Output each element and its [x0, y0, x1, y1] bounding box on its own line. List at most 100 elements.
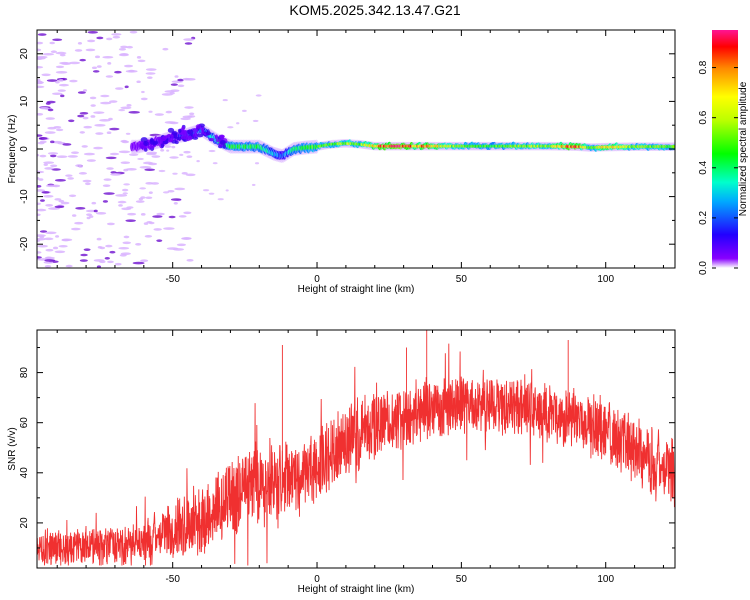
spectrogram-noise-cell — [43, 161, 55, 164]
spectrogram-noise-cell — [104, 257, 110, 260]
spectrogram-noise-cell — [153, 228, 162, 231]
ridge-cluster-cell — [208, 137, 215, 142]
spectrogram-noise-cell — [186, 155, 193, 159]
spectrogram-noise-cell — [139, 187, 147, 190]
spectrogram-noise-cell — [95, 211, 107, 215]
spectrogram-noise-cell — [55, 80, 60, 84]
spectrogram-noise-cell — [114, 262, 122, 266]
spectrogram-noise-cell — [37, 153, 40, 157]
spectrogram-noise-cell — [103, 178, 112, 181]
spectrogram-noise-cell — [99, 260, 106, 264]
spectrogram-noise-cell — [172, 172, 178, 175]
spectrogram-noise-cell — [45, 204, 54, 207]
y-tick-label: 10 — [19, 95, 30, 107]
spectrogram-noise-cell — [112, 35, 121, 39]
spectrogram-noise-cell — [91, 66, 98, 70]
spectrogram-noise-cell — [74, 221, 84, 225]
ridge-cluster-cell — [196, 133, 204, 138]
spectrogram-noise-cell — [172, 248, 185, 251]
spectrogram-noise-cell — [82, 116, 89, 120]
spectrogram-noise-cell — [85, 209, 97, 213]
spectrogram-noise-cell — [110, 171, 117, 174]
spectrogram-noise-cell — [132, 261, 145, 265]
spectrogram-noise-cell — [68, 194, 77, 198]
spectrogram-noise-cell — [54, 198, 62, 201]
x-tick-label: 100 — [597, 274, 614, 285]
spectrogram-noise-cell — [184, 42, 193, 45]
spectrogram-noise-cell — [55, 65, 65, 69]
spectrogram-noise-cell — [225, 189, 229, 192]
spectrogram-noise-cell — [37, 208, 47, 212]
spectrogram-noise-cell — [151, 155, 161, 158]
spectrogram-noise-cell — [164, 90, 175, 93]
snr-x-label: Height of straight line (km) — [298, 584, 415, 595]
spectrogram-noise-cell — [39, 154, 47, 158]
colorbar-tick-label: 0.2 — [698, 211, 709, 225]
spectrogram-noise-cell — [103, 192, 115, 195]
spectrogram-noise-cell — [161, 93, 173, 96]
spectrogram-noise-cell — [102, 55, 114, 59]
ridge-cluster-cell — [167, 127, 175, 133]
spectrogram-noise-cell — [60, 94, 65, 98]
spectrogram-noise-cell — [121, 140, 130, 144]
spectrogram-noise-cell — [83, 152, 95, 156]
spectrogram-noise-cell — [135, 243, 142, 246]
spectrogram-noise-cell — [83, 125, 93, 129]
spectrogram-noise-cell — [119, 52, 129, 56]
spectrogram-noise-cell — [61, 62, 71, 66]
spectrogram-noise-cell — [178, 215, 187, 218]
spectrogram-noise-cell — [41, 191, 50, 194]
spectrogram-noise-cell — [62, 143, 72, 146]
spectrogram-noise-cell — [118, 246, 130, 250]
spectrogram-noise-cell — [47, 108, 54, 112]
spectrogram-noise-cell — [107, 260, 114, 264]
snr-series-line — [37, 343, 675, 566]
spectrogram-noise-cell — [127, 212, 137, 216]
spectrogram-noise-cell — [38, 178, 44, 181]
spectrogram-noise-cell — [39, 106, 49, 110]
spectrogram-noise-cell — [154, 113, 164, 116]
spectrogram-noise-cell — [37, 251, 42, 254]
spectrogram-noise-cell — [143, 222, 149, 225]
spectrogram-noise-cell — [45, 184, 58, 188]
spectrogram-noise-cell — [109, 127, 120, 131]
spectrogram-noise-cell — [65, 264, 73, 268]
colorbar-tick-label: 0.8 — [698, 60, 709, 74]
spectrogram-noise-cell — [106, 37, 113, 41]
ridge-cluster-cell — [205, 131, 211, 136]
colorbar-tick-label: 0.6 — [698, 110, 709, 124]
spectrogram-noise-cell — [89, 215, 94, 218]
spectrogram-noise-cell — [42, 52, 55, 56]
spectrogram-noise-cell — [123, 64, 134, 68]
ridge-cluster-cell — [222, 144, 226, 149]
spectrogram-noise-cell — [96, 237, 102, 241]
colorbar-ticks: 0.0 0.2 0.4 0.6 0.8 — [698, 60, 738, 275]
spectrogram-y-axis: -20 -10 0 10 20 — [19, 29, 675, 269]
spectrogram-noise-cell — [71, 151, 79, 155]
spectrogram-noise-cell — [39, 230, 48, 233]
spectrogram-noise-cell — [97, 245, 103, 249]
colorbar-label: Normalized spectral amplitude — [738, 81, 749, 216]
spectrogram-noise-cell — [90, 115, 96, 118]
spectrogram-noise-cell — [86, 159, 96, 162]
spectrogram-noise-cell — [160, 148, 165, 152]
snr-y-axis: 20 40 60 80 — [19, 347, 675, 549]
spectrogram-noise-cell — [158, 169, 166, 173]
spectrogram-noise-cell — [37, 202, 41, 206]
spectrogram-noise-cell — [109, 250, 116, 254]
spectrogram-noise-cell — [140, 259, 149, 263]
spectrogram-noise-cell — [75, 206, 86, 210]
spectrogram-noise-cell — [125, 70, 138, 73]
spectrogram-noise-cell — [79, 131, 85, 134]
spectrogram-noise-cell — [94, 123, 106, 127]
y-tick-label: 20 — [19, 48, 30, 60]
spectrogram-noise-cell — [44, 231, 57, 235]
spectrogram-noise-cell — [150, 182, 160, 185]
spectrogram-noise-cell — [37, 185, 42, 188]
spectrogram-noise-cell — [115, 87, 124, 90]
spectrogram-noise-cell — [40, 199, 45, 202]
spectrogram-noise-cell — [128, 153, 139, 156]
spectrogram-noise-cell — [164, 121, 176, 124]
spectrogram-noise-cell — [171, 145, 176, 149]
spectrogram-noise-cell — [102, 200, 109, 203]
